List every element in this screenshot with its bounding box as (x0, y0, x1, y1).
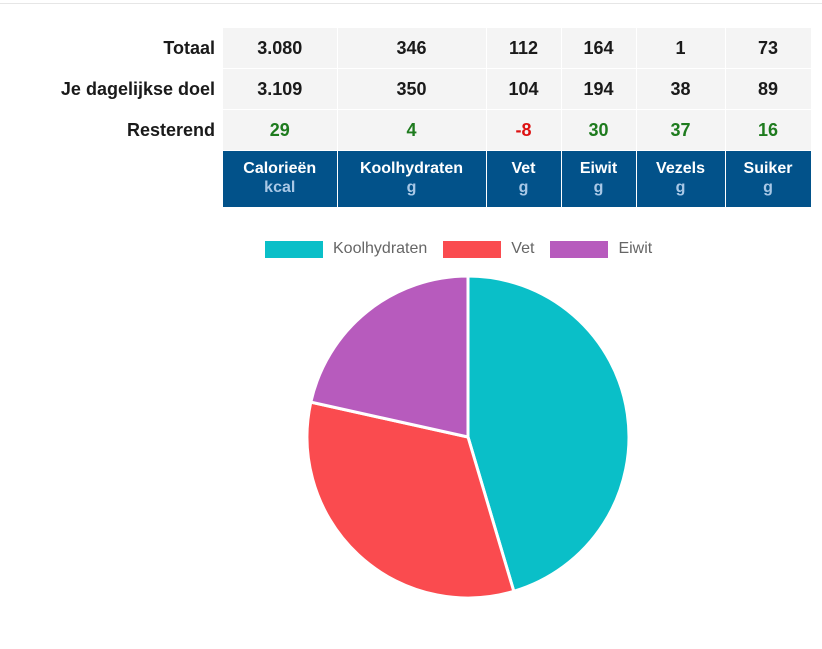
resterend-eiwit: 30 (561, 109, 637, 151)
column-unit: g (518, 179, 529, 196)
totaal-calorieen: 3.080 (223, 28, 338, 69)
row-label-dagelijkse-doel: Je dagelijkse doel (0, 68, 223, 110)
macro-pie-chart (305, 274, 631, 600)
column-header-suiker: Suiker g (725, 150, 812, 207)
legend-label-vet: Vet (511, 240, 535, 257)
doel-vet: 104 (486, 68, 562, 110)
column-header-eiwit: Eiwit g (561, 150, 637, 207)
resterend-suiker: 16 (725, 109, 812, 151)
resterend-vezels: 37 (636, 109, 726, 151)
column-header-vezels: Vezels g (636, 150, 726, 207)
legend-swatch-eiwit (550, 240, 609, 258)
doel-calorieen: 3.109 (223, 68, 338, 110)
column-header-vet: Vet g (486, 150, 562, 207)
doel-vezels: 38 (636, 68, 726, 110)
resterend-koolhydraten: 4 (337, 109, 487, 151)
column-header-row: Calorieën kcal Koolhydraten g Vet g Eiwi… (0, 150, 812, 207)
totaal-koolhydraten: 346 (337, 28, 487, 69)
row-totaal: Totaal 3.080 346 112 164 1 73 (0, 28, 812, 69)
pie-slice-eiwit[interactable] (309, 274, 470, 439)
row-resterend: Resterend 29 4 -8 30 37 16 (0, 109, 812, 151)
column-unit: kcal (264, 179, 296, 196)
top-divider (0, 3, 822, 4)
legend-item-eiwit[interactable]: Eiwit (550, 240, 652, 258)
column-name: Calorieën (243, 160, 317, 177)
row-label-resterend: Resterend (0, 109, 223, 151)
legend-item-vet[interactable]: Vet (443, 240, 534, 258)
legend-label-eiwit: Eiwit (618, 240, 653, 257)
column-unit: g (763, 179, 773, 196)
doel-eiwit: 194 (561, 68, 637, 110)
column-name: Suiker (743, 160, 793, 177)
legend-item-koolhydraten[interactable]: Koolhydraten (265, 240, 427, 258)
column-name: Eiwit (579, 160, 618, 177)
column-unit: g (675, 179, 686, 196)
resterend-vet: -8 (486, 109, 562, 151)
row-dagelijkse-doel: Je dagelijkse doel 3.109 350 104 194 38 … (0, 68, 812, 110)
nutrition-totals-table: Totaal 3.080 346 112 164 1 73 Je dagelij… (0, 28, 812, 207)
legend-swatch-vet (443, 240, 502, 258)
column-name: Koolhydraten (359, 160, 464, 177)
resterend-calorieen: 29 (223, 109, 338, 151)
row-label-totaal: Totaal (0, 28, 223, 69)
column-name: Vet (511, 160, 536, 177)
column-unit: g (406, 179, 417, 196)
totaal-eiwit: 164 (561, 28, 637, 69)
doel-suiker: 89 (725, 68, 812, 110)
legend-swatch-koolhydraten (265, 240, 323, 258)
totaal-vezels: 1 (636, 28, 726, 69)
column-header-koolhydraten: Koolhydraten g (337, 150, 487, 207)
totaal-suiker: 73 (725, 28, 812, 69)
chart-legend: Koolhydraten Vet Eiwit (265, 238, 668, 260)
column-header-calorieen: Calorieën kcal (223, 150, 338, 207)
totaal-vet: 112 (486, 28, 562, 69)
pie-slice-koolhydraten[interactable] (466, 274, 631, 594)
doel-koolhydraten: 350 (337, 68, 487, 110)
pie-slice-vet[interactable] (305, 400, 516, 600)
column-unit: g (593, 179, 604, 196)
legend-label-koolhydraten: Koolhydraten (333, 240, 428, 257)
column-name: Vezels (656, 160, 705, 177)
